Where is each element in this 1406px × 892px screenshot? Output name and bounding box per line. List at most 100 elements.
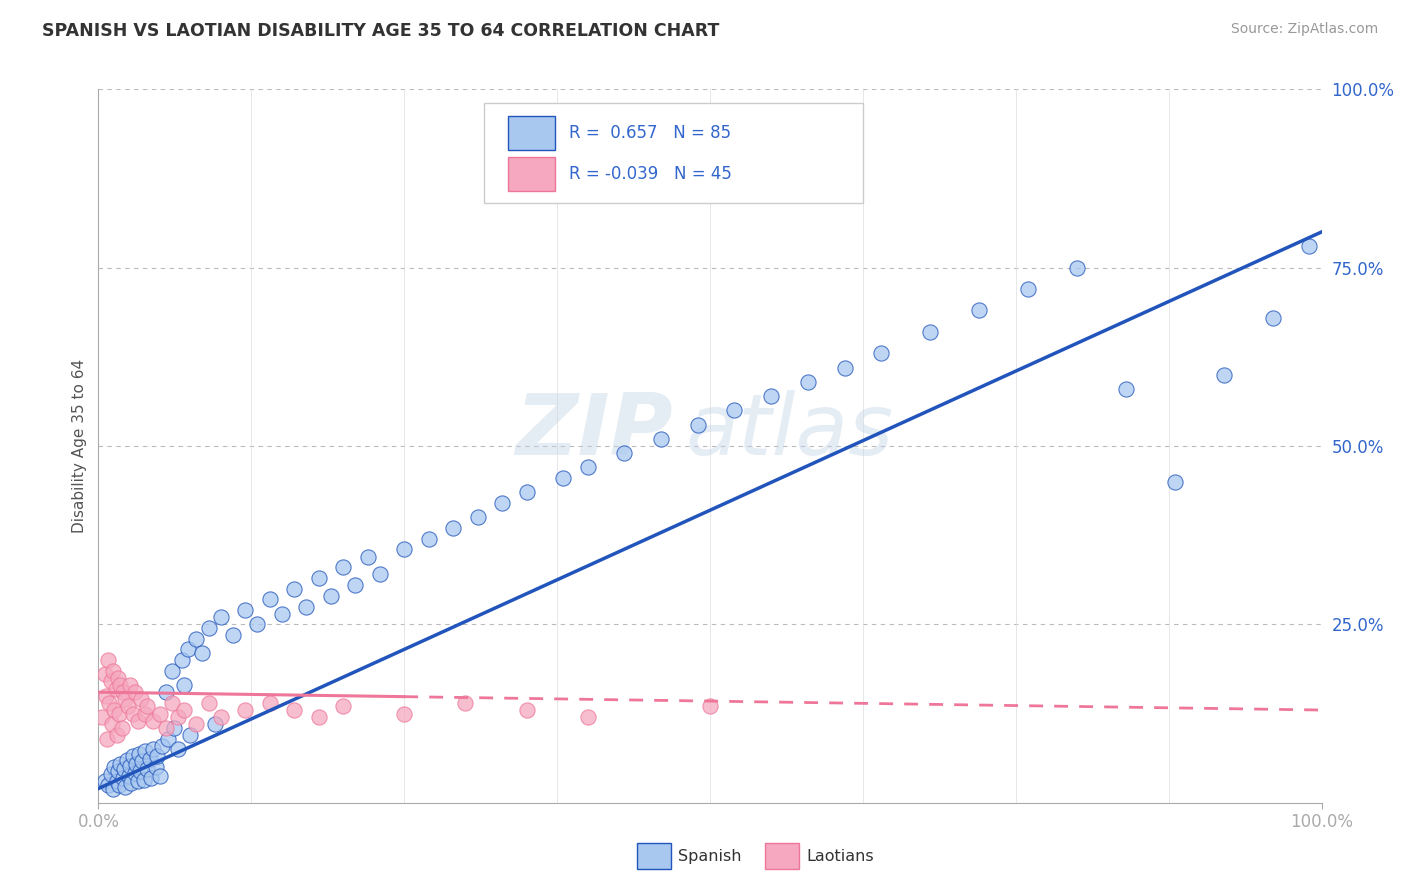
Point bbox=[209, 710, 232, 724]
Point bbox=[761, 389, 783, 403]
Point bbox=[368, 567, 391, 582]
Point bbox=[142, 714, 165, 728]
Point bbox=[259, 592, 281, 607]
Point bbox=[117, 699, 139, 714]
Point bbox=[392, 706, 416, 721]
Text: Laotians: Laotians bbox=[807, 849, 875, 863]
Point bbox=[1298, 239, 1320, 253]
Point bbox=[125, 756, 148, 771]
Point bbox=[553, 471, 575, 485]
Point bbox=[1066, 260, 1088, 275]
Point bbox=[112, 762, 135, 776]
Point bbox=[114, 780, 136, 794]
Point bbox=[650, 432, 672, 446]
Point bbox=[146, 749, 169, 764]
Point bbox=[170, 653, 193, 667]
Point bbox=[723, 403, 745, 417]
Point bbox=[149, 706, 172, 721]
Point bbox=[1164, 475, 1187, 489]
Point bbox=[186, 632, 208, 646]
Point bbox=[283, 582, 305, 596]
Point bbox=[107, 671, 129, 685]
Point bbox=[127, 714, 149, 728]
Point bbox=[233, 603, 256, 617]
Point bbox=[246, 617, 269, 632]
Point bbox=[121, 749, 143, 764]
FancyBboxPatch shape bbox=[484, 103, 863, 203]
Bar bbox=[637, 844, 671, 869]
Point bbox=[167, 742, 190, 756]
Point bbox=[197, 621, 219, 635]
Point bbox=[356, 549, 378, 564]
Point bbox=[392, 542, 416, 557]
Point bbox=[121, 706, 143, 721]
Point bbox=[118, 769, 141, 783]
Point bbox=[97, 778, 120, 792]
Point bbox=[441, 521, 464, 535]
Bar bbox=[508, 116, 555, 150]
Point bbox=[491, 496, 513, 510]
Text: R =  0.657   N = 85: R = 0.657 N = 85 bbox=[569, 124, 731, 142]
Point bbox=[454, 696, 477, 710]
Point bbox=[120, 678, 142, 692]
Point bbox=[686, 417, 709, 432]
Point bbox=[91, 710, 114, 724]
Point bbox=[131, 755, 153, 769]
Text: R = -0.039   N = 45: R = -0.039 N = 45 bbox=[569, 165, 733, 183]
Point bbox=[139, 751, 162, 765]
Point bbox=[127, 774, 149, 789]
Point bbox=[163, 721, 186, 735]
Text: SPANISH VS LAOTIAN DISABILITY AGE 35 TO 64 CORRELATION CHART: SPANISH VS LAOTIAN DISABILITY AGE 35 TO … bbox=[42, 22, 720, 40]
Point bbox=[128, 747, 150, 762]
Point bbox=[160, 664, 183, 678]
Point bbox=[155, 685, 177, 699]
Point bbox=[576, 460, 599, 475]
Point bbox=[136, 699, 159, 714]
Point bbox=[308, 571, 330, 585]
Point bbox=[103, 703, 125, 717]
Point bbox=[920, 325, 942, 339]
Point bbox=[108, 778, 131, 792]
Point bbox=[160, 696, 183, 710]
Point bbox=[1212, 368, 1234, 382]
Point bbox=[1017, 282, 1039, 296]
Point bbox=[186, 717, 208, 731]
Text: Source: ZipAtlas.com: Source: ZipAtlas.com bbox=[1230, 22, 1378, 37]
Point bbox=[120, 776, 142, 790]
Point bbox=[308, 710, 330, 724]
Bar bbox=[765, 844, 800, 869]
Point bbox=[209, 610, 232, 624]
Point bbox=[150, 739, 173, 753]
Point bbox=[120, 758, 142, 772]
Point bbox=[132, 772, 155, 787]
Text: ZIP: ZIP bbox=[516, 390, 673, 474]
Point bbox=[177, 642, 200, 657]
Point bbox=[155, 721, 177, 735]
Point bbox=[134, 744, 156, 758]
Point bbox=[93, 667, 115, 681]
Point bbox=[319, 589, 342, 603]
Point bbox=[111, 771, 134, 785]
Point bbox=[110, 756, 132, 771]
Point bbox=[332, 560, 354, 574]
Point bbox=[105, 774, 128, 789]
Point bbox=[967, 303, 990, 318]
Point bbox=[108, 706, 131, 721]
Point bbox=[149, 769, 172, 783]
Text: Spanish: Spanish bbox=[678, 849, 742, 863]
Point bbox=[93, 774, 115, 789]
Point bbox=[204, 717, 226, 731]
Point bbox=[259, 696, 281, 710]
Point bbox=[344, 578, 367, 592]
Point bbox=[100, 674, 122, 689]
Point bbox=[101, 664, 124, 678]
Bar bbox=[508, 157, 555, 191]
Point bbox=[114, 692, 136, 706]
Point bbox=[94, 689, 117, 703]
Point bbox=[97, 653, 120, 667]
Point bbox=[515, 485, 537, 500]
Point bbox=[797, 375, 820, 389]
Point bbox=[332, 699, 354, 714]
Point bbox=[576, 710, 599, 724]
Point bbox=[197, 696, 219, 710]
